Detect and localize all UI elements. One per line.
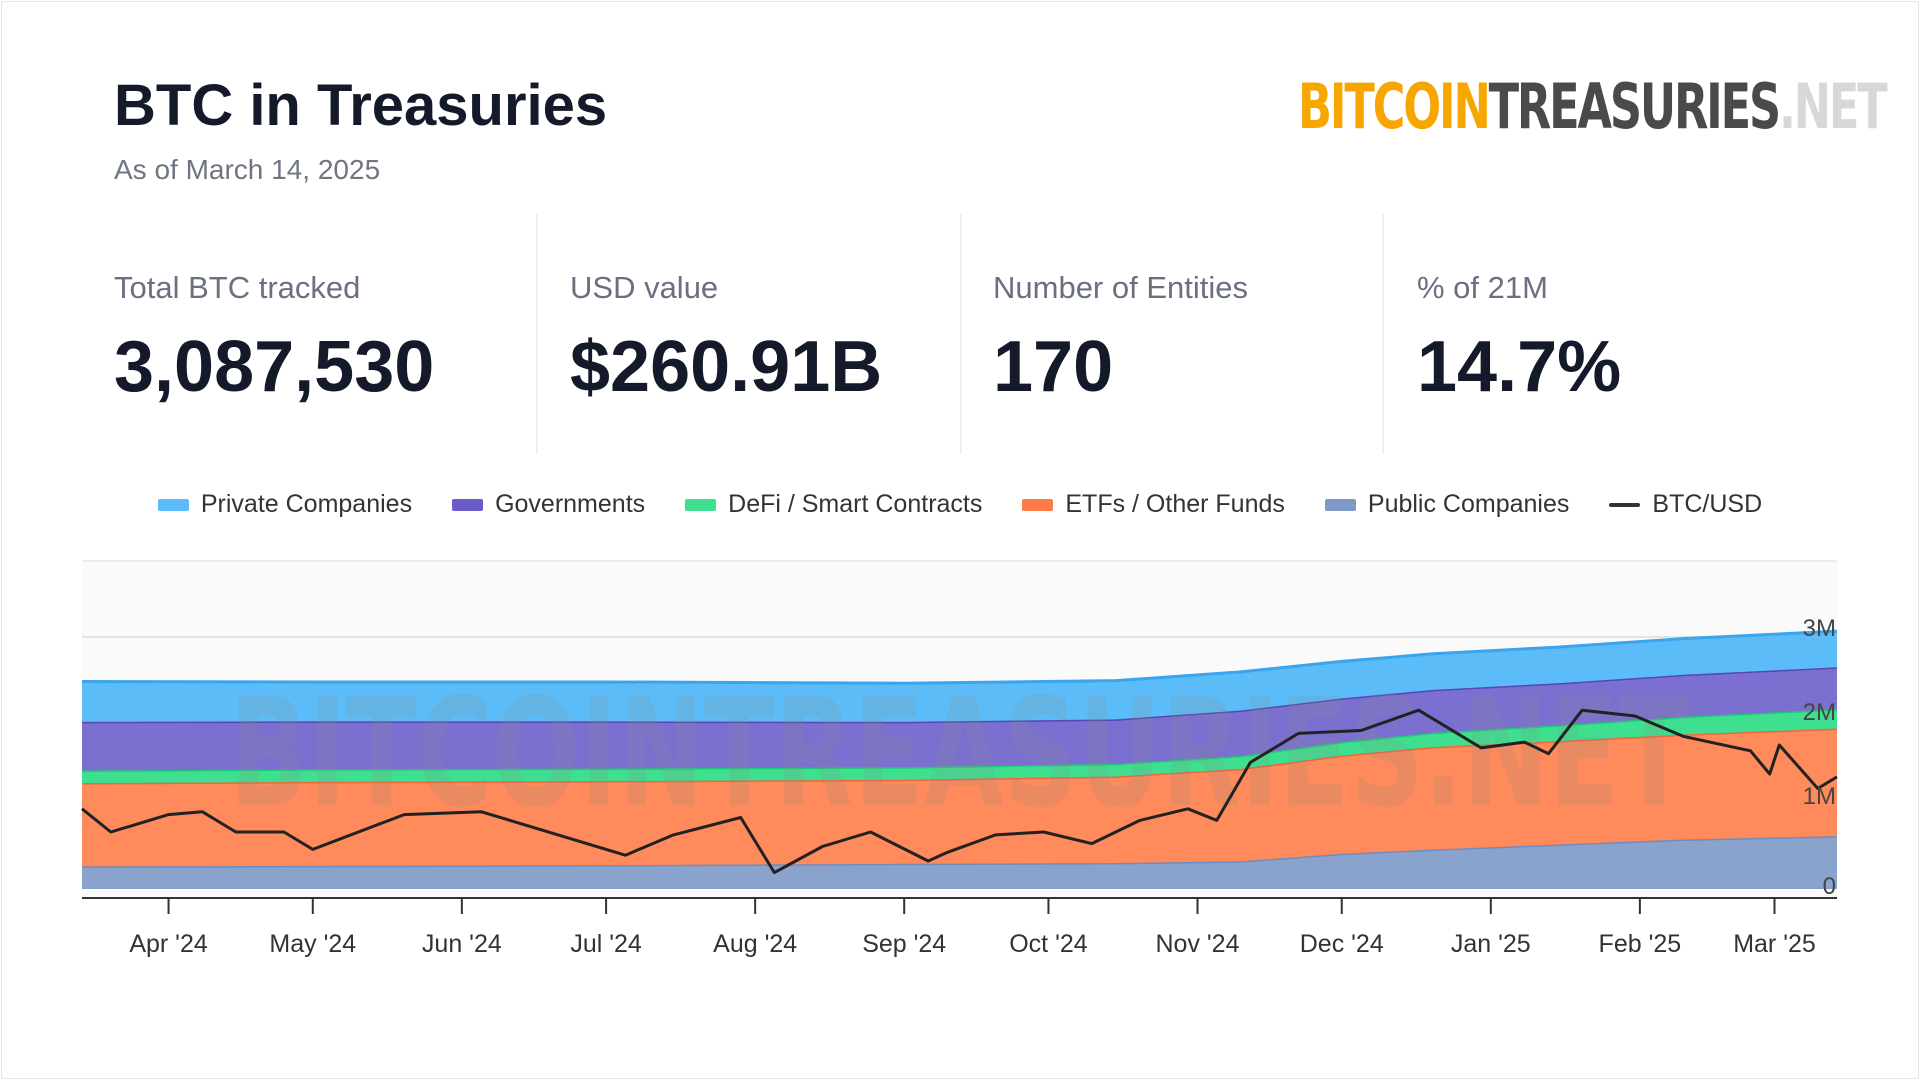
- x-tick-label: Jul '24: [570, 930, 642, 958]
- legend-swatch: [157, 498, 189, 511]
- legend-label: Governments: [495, 490, 646, 518]
- legend-governments[interactable]: Governments: [452, 490, 645, 519]
- area-edge-private-companies: [81, 629, 1838, 685]
- legend-swatch: [1324, 498, 1356, 511]
- stat-label: Total BTC tracked: [114, 270, 361, 305]
- legend-label: BTC/USD: [1652, 490, 1763, 518]
- divider: [1382, 214, 1384, 454]
- watermark: BITCOINTREASURIES.NET: [230, 667, 1690, 841]
- logo-part-3: .NET: [1778, 70, 1888, 143]
- y-tick-label: 2M: [1803, 699, 1836, 726]
- x-tick-label: Jun '24: [422, 930, 502, 958]
- btc-usd-line: [81, 708, 1838, 875]
- y-tick-label: 3M: [1803, 615, 1836, 642]
- legend-label: DeFi / Smart Contracts: [728, 490, 983, 518]
- legend-swatch: [685, 498, 717, 511]
- legend-label: ETFs / Other Funds: [1065, 490, 1285, 518]
- area-governments: [82, 667, 1837, 771]
- x-tick-label: Oct '24: [1009, 930, 1088, 958]
- stat-label: Number of Entities: [993, 270, 1248, 305]
- y-tick-label: 1M: [1803, 783, 1836, 810]
- legend-etfs[interactable]: ETFs / Other Funds: [1022, 490, 1285, 519]
- area-etfs-other-funds: [82, 728, 1837, 867]
- x-tick-label: Sep '24: [862, 930, 946, 958]
- x-tick-label: Dec '24: [1300, 930, 1384, 958]
- logo-part-1: BITCOIN: [1298, 70, 1491, 143]
- divider: [536, 214, 538, 454]
- stat-label: % of 21M: [1417, 270, 1548, 305]
- logo-part-2: TREASURIES: [1488, 70, 1781, 143]
- x-tick-label: Mar '25: [1733, 930, 1816, 958]
- stat-label: USD value: [570, 270, 719, 305]
- stat-value: 3,087,530: [114, 327, 435, 407]
- legend-public-companies[interactable]: Public Companies: [1324, 490, 1570, 519]
- legend-swatch: [1609, 502, 1641, 507]
- page-title: BTC in Treasuries: [114, 73, 608, 138]
- legend-defi[interactable]: DeFi / Smart Contracts: [685, 490, 982, 519]
- x-tick-label: May '24: [269, 930, 356, 958]
- legend-btc-usd[interactable]: BTC/USD: [1609, 490, 1762, 519]
- chart-legend: Private Companies Governments DeFi / Sma…: [0, 490, 1920, 519]
- area-public-companies: [82, 836, 1837, 889]
- x-tick-label: Jan '25: [1451, 930, 1531, 958]
- x-tick-label: Aug '24: [713, 930, 797, 958]
- divider: [960, 214, 962, 454]
- stat-value: $260.91B: [570, 327, 883, 407]
- legend-private-companies[interactable]: Private Companies: [157, 490, 413, 519]
- legend-swatch: [1022, 498, 1054, 511]
- as-of-date: As of March 14, 2025: [114, 154, 381, 185]
- x-tick-label: Apr '24: [129, 930, 208, 958]
- x-tick-label: Nov '24: [1156, 930, 1240, 958]
- stat-value: 170: [993, 327, 1114, 407]
- y-tick-label: 0: [1823, 873, 1836, 900]
- legend-label: Private Companies: [200, 490, 413, 518]
- legend-label: Public Companies: [1367, 490, 1570, 518]
- stat-value: 14.7%: [1417, 327, 1622, 407]
- area-defi-smart-contracts: [82, 709, 1837, 784]
- legend-swatch: [452, 498, 484, 511]
- x-tick-label: Feb '25: [1599, 930, 1682, 958]
- area-private-companies: [82, 631, 1837, 722]
- bitcointreasuries-logo[interactable]: BITCOINTREASURIES.NET: [1298, 70, 1888, 143]
